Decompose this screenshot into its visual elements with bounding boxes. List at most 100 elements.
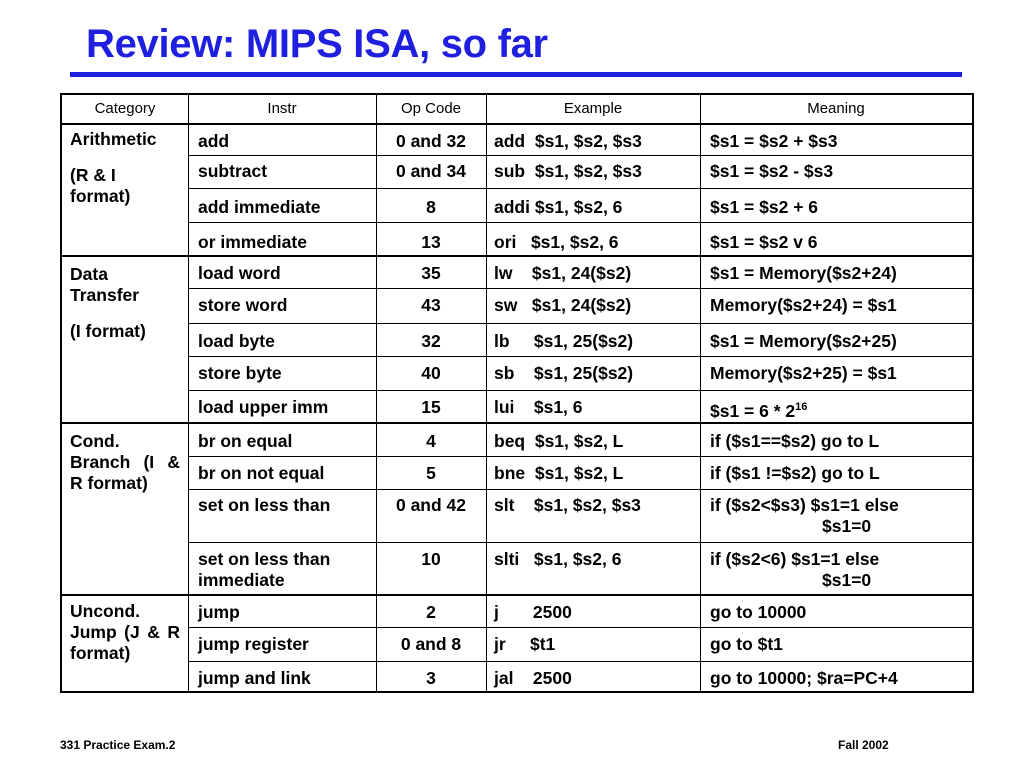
example-cell: add $s1, $s2, $s3 [494, 131, 642, 151]
example-cell: sub $s1, $s2, $s3 [494, 161, 642, 181]
meaning-text: Memory($s2+25) = $s1 [710, 363, 897, 383]
header-meaning: Meaning [807, 100, 865, 117]
meaning-text: $s1 = Memory($s2+25) [710, 331, 897, 351]
instr-cell: store word [198, 295, 288, 315]
category-format: (I format) [70, 321, 146, 341]
category-uncond-jump: Uncond. Jump (J & R format) [70, 601, 180, 664]
example-cell: sw $s1, 24($s2) [494, 295, 632, 315]
instr-cell: load upper imm [198, 397, 329, 417]
instr-cell: br on not equal [198, 463, 325, 483]
meaning-text: if ($s1 !=$s2) go to L [710, 463, 880, 483]
opcode-cell: 0 and 32 [395, 131, 467, 151]
opcode-cell: 0 and 34 [395, 161, 467, 181]
example-cell: jal 2500 [494, 668, 572, 688]
row-divider [188, 222, 972, 223]
opcode-cell: 5 [426, 463, 436, 483]
header-category: Category [94, 100, 156, 117]
category-data-transfer: Data Transfer (I format) [70, 264, 180, 342]
instr-cell: subtract [198, 161, 268, 181]
footer-course: 331 Practice Exam.2 [60, 738, 176, 752]
example-cell: lw $s1, 24($s2) [494, 263, 632, 283]
instr-cell: jump and link [198, 668, 311, 688]
category-name: Cond. Branch (I & R format) [70, 431, 180, 493]
meaning-cell: $s1 = $s2 + $s3 [710, 131, 970, 152]
category-name: Arithmetic [70, 129, 157, 149]
example-cell: slt $s1, $s2, $s3 [494, 495, 641, 515]
row-divider [188, 542, 972, 543]
row-divider [188, 188, 972, 189]
instr-cell: load byte [198, 331, 275, 351]
example-cell: ori $s1, $s2, 6 [494, 232, 619, 252]
opcode-cell: 3 [426, 668, 436, 688]
opcode-cell: 10 [421, 549, 441, 569]
example-cell: lui $s1, 6 [494, 397, 583, 417]
instr-cell: add [198, 131, 230, 151]
category-arithmetic: Arithmetic (R & I format) [70, 129, 180, 207]
column-divider [486, 95, 487, 691]
opcode-cell: 4 [426, 431, 436, 451]
meaning-text: $s1 = $s2 v 6 [710, 232, 818, 252]
meaning-text: $s1 = $s2 - $s3 [710, 161, 834, 181]
meaning-text: $s1 = Memory($s2+24) [710, 263, 897, 283]
meaning-cell: $s1 = Memory($s2+25) [710, 331, 970, 352]
example-cell: bne $s1, $s2, L [494, 463, 624, 483]
meaning-text: go to 10000; $ra=PC+4 [710, 668, 898, 688]
instr-cell: or immediate [198, 232, 307, 252]
mips-isa-table: Category Instr Op Code Example Meaning A… [60, 93, 974, 693]
row-divider [62, 255, 972, 257]
row-divider [188, 356, 972, 357]
opcode-cell: 43 [421, 295, 441, 315]
instr-cell: load word [198, 263, 281, 283]
exponent: 16 [795, 401, 808, 413]
title-underline [70, 72, 962, 77]
meaning-cell: $s1 = $s2 - $s3 [710, 161, 970, 182]
row-divider [188, 390, 972, 391]
meaning-text: $s1 = $s2 + $s3 [710, 131, 838, 151]
example-cell: jr $t1 [494, 634, 556, 654]
meaning-text: Memory($s2+24) = $s1 [710, 295, 897, 315]
opcode-cell: 2 [426, 602, 436, 622]
row-divider [188, 155, 972, 156]
example-cell: addi $s1, $s2, 6 [494, 197, 623, 217]
instr-cell: store byte [198, 363, 282, 383]
header-opcode: Op Code [400, 100, 462, 117]
meaning-cell: $s1 = Memory($s2+24) [710, 263, 970, 284]
header-instr: Instr [267, 100, 297, 117]
meaning-cell: if ($s2<$s3) $s1=1 else $s1=0 [710, 495, 970, 537]
example-cell: beq $s1, $s2, L [494, 431, 624, 451]
row-divider [188, 456, 972, 457]
opcode-cell: 8 [426, 197, 436, 217]
meaning-cell: if ($s1 !=$s2) go to L [710, 463, 970, 484]
instr-cell: jump [198, 602, 240, 622]
meaning-cell: $s1 = 6 * 216 [710, 397, 970, 422]
instr-cell: add immediate [198, 197, 321, 217]
meaning-cell: if ($s1==$s2) go to L [710, 431, 970, 452]
slide-title: Review: MIPS ISA, so far [86, 22, 548, 66]
meaning-cell: go to 10000 [710, 602, 970, 623]
opcode-cell: 32 [421, 331, 441, 351]
instr-cell: jump register [198, 634, 309, 654]
meaning-text: go to $t1 [710, 634, 783, 654]
meaning-text: $s1 = 6 * 2 [710, 400, 796, 421]
instr-cell: br on equal [198, 431, 293, 451]
row-divider [188, 661, 972, 662]
example-cell: lb $s1, 25($s2) [494, 331, 634, 351]
example-cell: slti $s1, $s2, 6 [494, 549, 622, 569]
opcode-cell: 40 [421, 363, 441, 383]
opcode-cell: 35 [421, 263, 441, 283]
meaning-cell: $s1 = $s2 v 6 [710, 232, 970, 253]
row-divider [62, 123, 972, 125]
instr-cell: set on less than [198, 495, 331, 515]
meaning-text: if ($s2<6) $s1=1 else [710, 549, 880, 569]
row-divider [188, 323, 972, 324]
opcode-cell: 0 and 42 [395, 495, 467, 515]
row-divider [62, 422, 972, 424]
example-cell: j 2500 [494, 602, 572, 622]
meaning-text: go to 10000 [710, 602, 807, 622]
meaning-text: if ($s2<$s3) $s1=1 else [710, 495, 899, 515]
row-divider [188, 627, 972, 628]
column-divider [700, 95, 701, 691]
meaning-cell: $s1 = $s2 + 6 [710, 197, 970, 218]
footer-term: Fall 2002 [838, 738, 889, 752]
opcode-cell: 13 [421, 232, 441, 252]
